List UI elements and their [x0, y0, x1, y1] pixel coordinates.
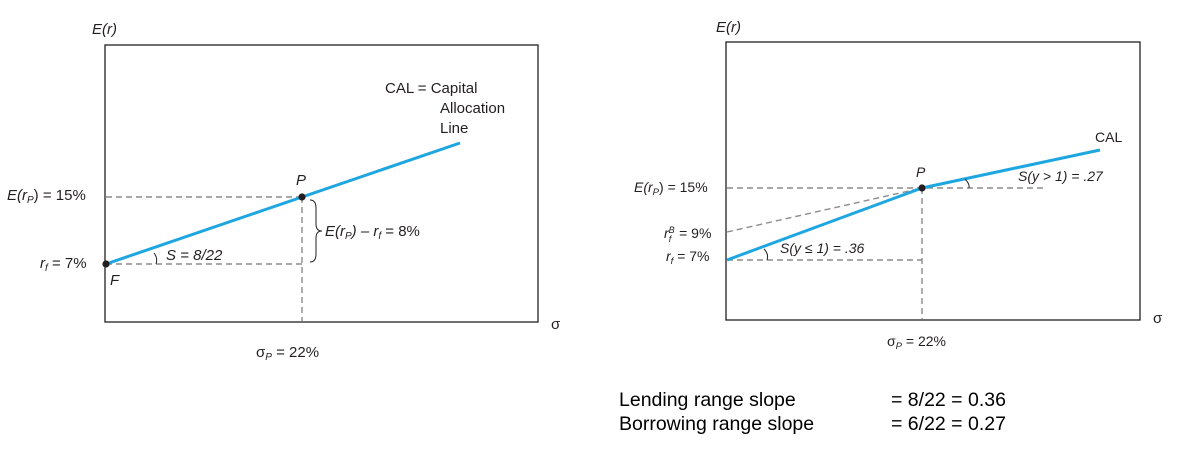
- right-slope-low-label: S(y ≤ 1) = .36: [780, 240, 865, 256]
- left-slope-arc: [153, 252, 158, 265]
- right-sigma-label: σP = 22%: [887, 333, 946, 352]
- left-rf-label: rf = 7%: [40, 255, 87, 274]
- borrowing-slope-row: Borrowing range slope = 6/22 = 0.27: [619, 412, 1006, 436]
- right-x-axis-label: σ: [1153, 310, 1163, 327]
- right-slope-arc-high: [964, 178, 970, 189]
- right-rfb-label: rB f = 9%: [664, 225, 711, 244]
- left-premium-brace: [309, 199, 323, 263]
- left-cal-caption-3: Line: [440, 120, 468, 137]
- left-point-p-label: P: [296, 172, 306, 189]
- lending-slope-label: Lending range slope: [619, 389, 796, 411]
- left-point-f-label: F: [110, 272, 120, 289]
- right-erp-label: E(rP) = 15%: [634, 179, 708, 198]
- right-point-p: [918, 184, 926, 192]
- left-slope-label: S = 8/22: [166, 247, 223, 264]
- right-borrowing-extension: [726, 187, 923, 233]
- left-cal-caption-2: Allocation: [440, 100, 505, 117]
- borrowing-slope-value: = 6/22 = 0.27: [891, 413, 1006, 435]
- borrowing-slope-label: Borrowing range slope: [619, 413, 815, 435]
- left-plot-frame: [104, 44, 539, 323]
- right-panel: E(r) σ E(rP) = 15% rB f = 9% rf = 7% P S(…: [634, 19, 1163, 352]
- lending-slope-value: = 8/22 = 0.36: [891, 389, 1006, 411]
- right-cal-label: CAL: [1095, 129, 1122, 145]
- right-point-p-label: P: [916, 164, 926, 180]
- left-x-axis-label: σ: [551, 316, 561, 333]
- left-point-f: [102, 260, 110, 268]
- right-plot-frame: [725, 41, 1141, 321]
- left-y-axis-label: E(r): [92, 21, 117, 38]
- right-slope-arc-low: [763, 248, 769, 261]
- slope-notes: Lending range slope = 8/22 = 0.36 Borrow…: [619, 388, 1006, 436]
- left-cal-line: [105, 141, 461, 266]
- left-premium-label: E(rP) – rf = 8%: [325, 223, 420, 242]
- left-point-p: [298, 193, 306, 201]
- lending-slope-row: Lending range slope = 8/22 = 0.36: [619, 388, 1006, 412]
- right-y-axis-label: E(r): [716, 19, 741, 36]
- left-panel: E(r) σ E(rP) = 15% rf = 7% P F S = 8/22 …: [7, 21, 561, 363]
- right-rf-label: rf = 7%: [666, 248, 710, 267]
- right-slope-high-label: S(y > 1) = .27: [1018, 168, 1104, 184]
- left-cal-caption-1: CAL = Capital: [385, 80, 477, 97]
- left-sigma-label: σP = 22%: [256, 344, 319, 363]
- left-erp-label: E(rP) = 15%: [7, 187, 86, 206]
